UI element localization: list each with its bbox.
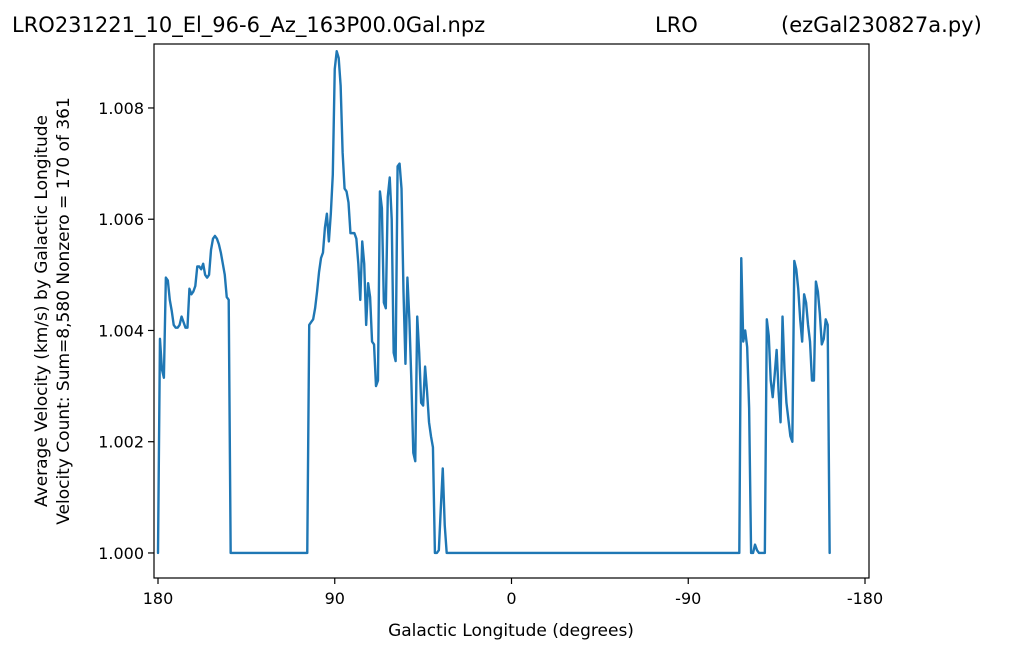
y-tick-label: 1.000 bbox=[98, 544, 144, 563]
y-tick-label: 1.006 bbox=[98, 210, 144, 229]
y-tick-label: 1.008 bbox=[98, 99, 144, 118]
x-axis-ticks: 180 90 0 -90 -180 bbox=[143, 578, 883, 608]
x-tick-label: -180 bbox=[847, 589, 883, 608]
y-axis-ticks: 1.000 1.002 1.004 1.006 1.008 bbox=[98, 99, 154, 563]
header-script: (ezGal230827a.py) bbox=[781, 13, 982, 37]
header-filename: LRO231221_10_El_96-6_Az_163P00.0Gal.npz bbox=[12, 13, 485, 38]
y-axis-label-line2: Velocity Count: Sum=8,580 Nonzero = 170 … bbox=[54, 97, 74, 525]
x-tick-label: 180 bbox=[143, 589, 174, 608]
x-tick-label: -90 bbox=[675, 589, 701, 608]
plot-frame bbox=[153, 43, 870, 579]
y-tick-label: 1.002 bbox=[98, 433, 144, 452]
x-tick-label: 0 bbox=[506, 589, 516, 608]
x-tick-label: 90 bbox=[325, 589, 345, 608]
y-tick-label: 1.004 bbox=[98, 321, 144, 340]
x-axis-label: Galactic Longitude (degrees) bbox=[388, 621, 634, 641]
y-axis-label-line1: Average Velocity (km/s) by Galactic Long… bbox=[32, 115, 52, 507]
header-station: LRO bbox=[655, 13, 698, 37]
velocity-series-line bbox=[156, 50, 831, 555]
